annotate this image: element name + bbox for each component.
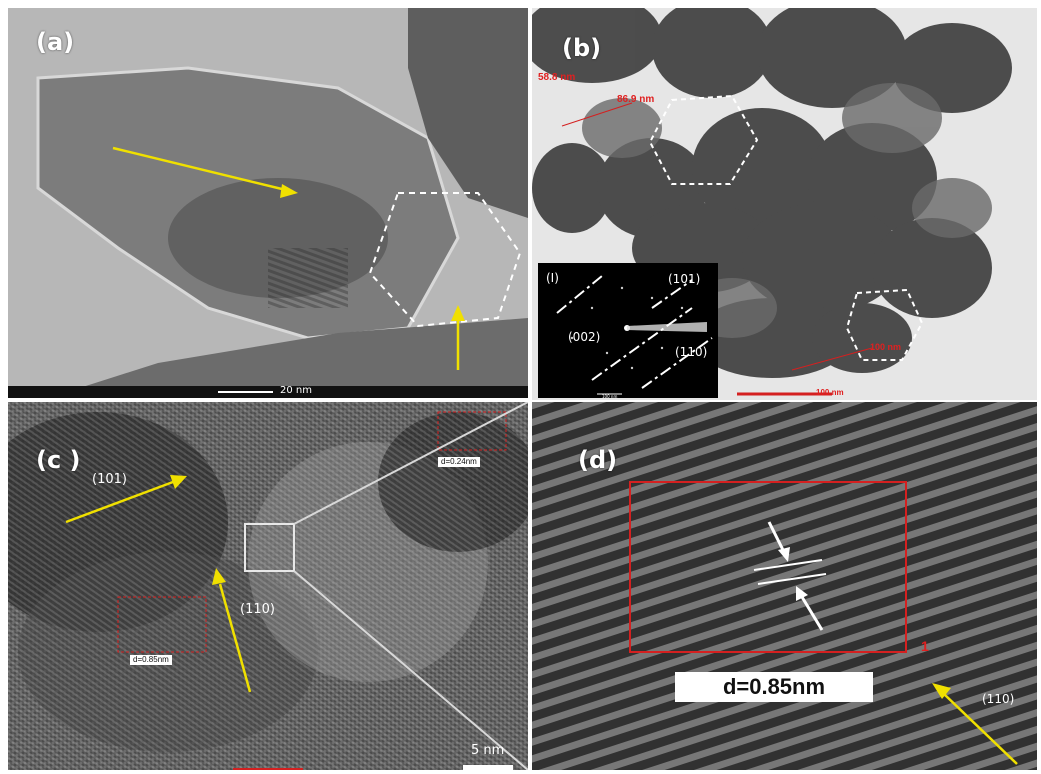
scale-bar-label: 100 nm xyxy=(816,388,844,397)
saed-inset-label: (I) xyxy=(546,271,559,285)
measurement-label: 100 nm xyxy=(870,342,902,352)
panel-c-hrtem-image: (c ) (101) (110) d=0.85nm d=0.24nm 5 nm xyxy=(8,402,528,770)
grain-hexagon-outline xyxy=(368,192,522,328)
panel-d-graphic xyxy=(532,402,1037,770)
fringe-marker-line xyxy=(753,559,823,571)
saed-inset xyxy=(538,263,718,398)
fringe-marker-line xyxy=(757,573,827,585)
fringe-region-box xyxy=(437,411,507,451)
plane-label: (110) xyxy=(240,602,275,617)
panel-label: (c ) xyxy=(36,446,81,474)
yellow-arrow xyxy=(65,480,174,524)
plane-label: (110) xyxy=(982,692,1015,706)
measurement-line xyxy=(561,102,633,127)
fringe-region-box xyxy=(117,596,207,653)
region-marker: 1 xyxy=(921,638,929,654)
particle-hexagon-outline xyxy=(648,94,759,185)
particle-hexagon-outline xyxy=(845,288,924,361)
saed-plane-label: (002) xyxy=(568,330,601,344)
measurement-label: 58.8 nm xyxy=(538,72,576,83)
plane-label: (101) xyxy=(92,472,127,487)
panel-a-graphic xyxy=(8,8,528,398)
panel-label: (a) xyxy=(36,28,75,56)
yellow-arrow xyxy=(112,146,287,192)
panel-label: (b) xyxy=(562,34,602,62)
panel-b-graphic xyxy=(532,8,1037,400)
panel-d-hrtem-zoom: (d) d=0.85nm (110) 1 xyxy=(532,402,1037,770)
spacing-arrow xyxy=(767,521,786,553)
panel-label: (d) xyxy=(578,446,618,474)
saed-plane-label: (110) xyxy=(675,345,708,359)
panel-a-tem-image: (a) 20 nm xyxy=(8,8,528,398)
spacing-arrow xyxy=(800,596,824,631)
measurement-line xyxy=(791,347,873,371)
scale-bar-label: 20 nm xyxy=(280,385,312,396)
zoom-region-box xyxy=(244,523,295,572)
measurement-region-box xyxy=(629,481,907,653)
yellow-arrow xyxy=(218,583,252,693)
d-spacing-label: d=0.85nm xyxy=(130,655,172,665)
measurement-label: 86.9 nm xyxy=(617,94,655,105)
d-spacing-label: d=0.24nm xyxy=(438,457,480,467)
d-spacing-label: d=0.85nm xyxy=(675,672,873,702)
scale-bar-label: 5 nm xyxy=(471,743,505,758)
scale-bar-line xyxy=(463,765,513,770)
panel-b-tem-image: (b) 58.8 nm 86.9 nm 100 nm 100 nm (I) (1… xyxy=(532,8,1037,400)
yellow-arrow xyxy=(943,693,1018,765)
saed-scale-label: 100 nm xyxy=(602,394,618,399)
saed-plane-label: (101) xyxy=(668,272,701,286)
